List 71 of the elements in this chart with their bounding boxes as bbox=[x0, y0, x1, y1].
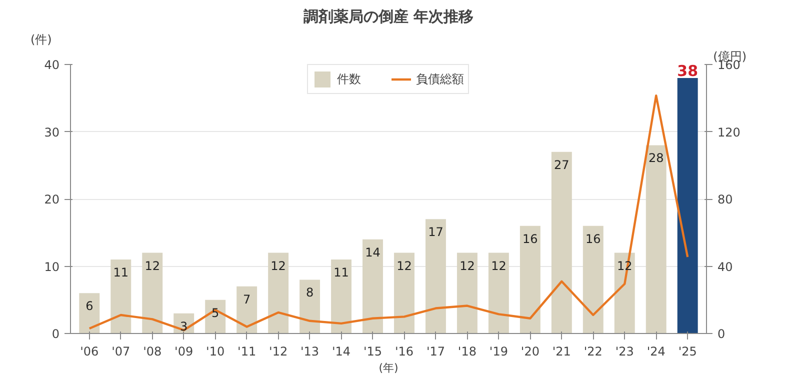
x-tick-label: '21 bbox=[552, 344, 571, 358]
bar bbox=[79, 293, 100, 334]
bar bbox=[362, 239, 383, 334]
bar bbox=[142, 252, 163, 334]
y2-tick-label: 120 bbox=[718, 125, 740, 140]
bar bbox=[582, 226, 604, 334]
x-axis-title: (年) bbox=[378, 362, 398, 374]
x-tick-label: '23 bbox=[615, 344, 634, 358]
x-tick-label: '16 bbox=[394, 344, 414, 358]
x-tick-label: '19 bbox=[489, 344, 508, 358]
x-tick-label: '08 bbox=[143, 344, 162, 358]
data-label: 12 bbox=[396, 258, 412, 273]
x-tick-label: '10 bbox=[206, 344, 225, 358]
x-tick-label: '18 bbox=[458, 344, 477, 358]
data-label: 12 bbox=[144, 258, 160, 273]
data-label: 8 bbox=[306, 286, 314, 300]
line-series bbox=[88, 94, 689, 332]
data-label: 28 bbox=[648, 151, 664, 166]
bar bbox=[646, 145, 666, 334]
x-tick-label: '12 bbox=[269, 344, 288, 358]
bar bbox=[614, 252, 635, 334]
y-tick-label: 0 bbox=[52, 327, 60, 341]
data-label: 12 bbox=[491, 258, 506, 273]
y-axis-title: (件) bbox=[30, 32, 52, 46]
chart-title: 調剤薬局の倒産 年次推移 bbox=[303, 8, 474, 26]
data-label: 12 bbox=[460, 258, 475, 273]
data-label: 7 bbox=[243, 292, 251, 306]
x-tick-label: '13 bbox=[300, 344, 320, 358]
y2-tick-label: 80 bbox=[718, 192, 733, 206]
data-label: 11 bbox=[334, 266, 349, 280]
y-tick-label: 10 bbox=[44, 260, 60, 274]
bar bbox=[268, 252, 289, 334]
bar bbox=[488, 252, 509, 334]
bar bbox=[110, 260, 132, 334]
x-tick-label: '06 bbox=[80, 344, 99, 358]
bar bbox=[520, 226, 540, 334]
y-tick-label: 30 bbox=[44, 125, 60, 140]
legend-label: 件数 bbox=[337, 70, 361, 88]
x-tick-label: '09 bbox=[174, 344, 194, 358]
bar bbox=[394, 252, 414, 334]
data-label: 12 bbox=[270, 258, 286, 273]
bar bbox=[456, 252, 478, 334]
y-tick-label: 20 bbox=[44, 192, 60, 206]
bar bbox=[236, 286, 258, 334]
data-label: 17 bbox=[428, 225, 444, 240]
x-tick-label: '25 bbox=[678, 344, 697, 358]
data-label: 11 bbox=[113, 266, 129, 280]
x-tick-label: '14 bbox=[332, 344, 351, 358]
y2-tick-label: 40 bbox=[718, 260, 733, 274]
legend-label: 負債総額 bbox=[416, 70, 464, 88]
data-label: 6 bbox=[86, 299, 94, 314]
x-tick-label: '24 bbox=[646, 344, 666, 358]
bar bbox=[300, 280, 320, 334]
y2-axis-title: (億円) bbox=[713, 50, 747, 64]
data-label: 16 bbox=[522, 232, 538, 246]
x-tick-label: '22 bbox=[584, 344, 602, 358]
x-tick-label: '15 bbox=[363, 344, 382, 358]
y2-tick-label: 0 bbox=[718, 327, 726, 341]
bar bbox=[425, 219, 446, 334]
bar bbox=[551, 152, 572, 334]
x-tick-label: '20 bbox=[520, 344, 540, 358]
y-tick-label: 40 bbox=[44, 58, 60, 72]
data-label: 27 bbox=[554, 158, 570, 172]
bar bbox=[331, 260, 352, 334]
x-tick-label: '11 bbox=[238, 344, 256, 358]
data-label: 38 bbox=[677, 62, 698, 80]
data-label: 14 bbox=[365, 245, 380, 260]
x-tick-label: '17 bbox=[426, 344, 446, 358]
bar bbox=[677, 78, 698, 334]
data-label: 16 bbox=[586, 232, 601, 246]
x-tick-label: '07 bbox=[112, 344, 130, 358]
